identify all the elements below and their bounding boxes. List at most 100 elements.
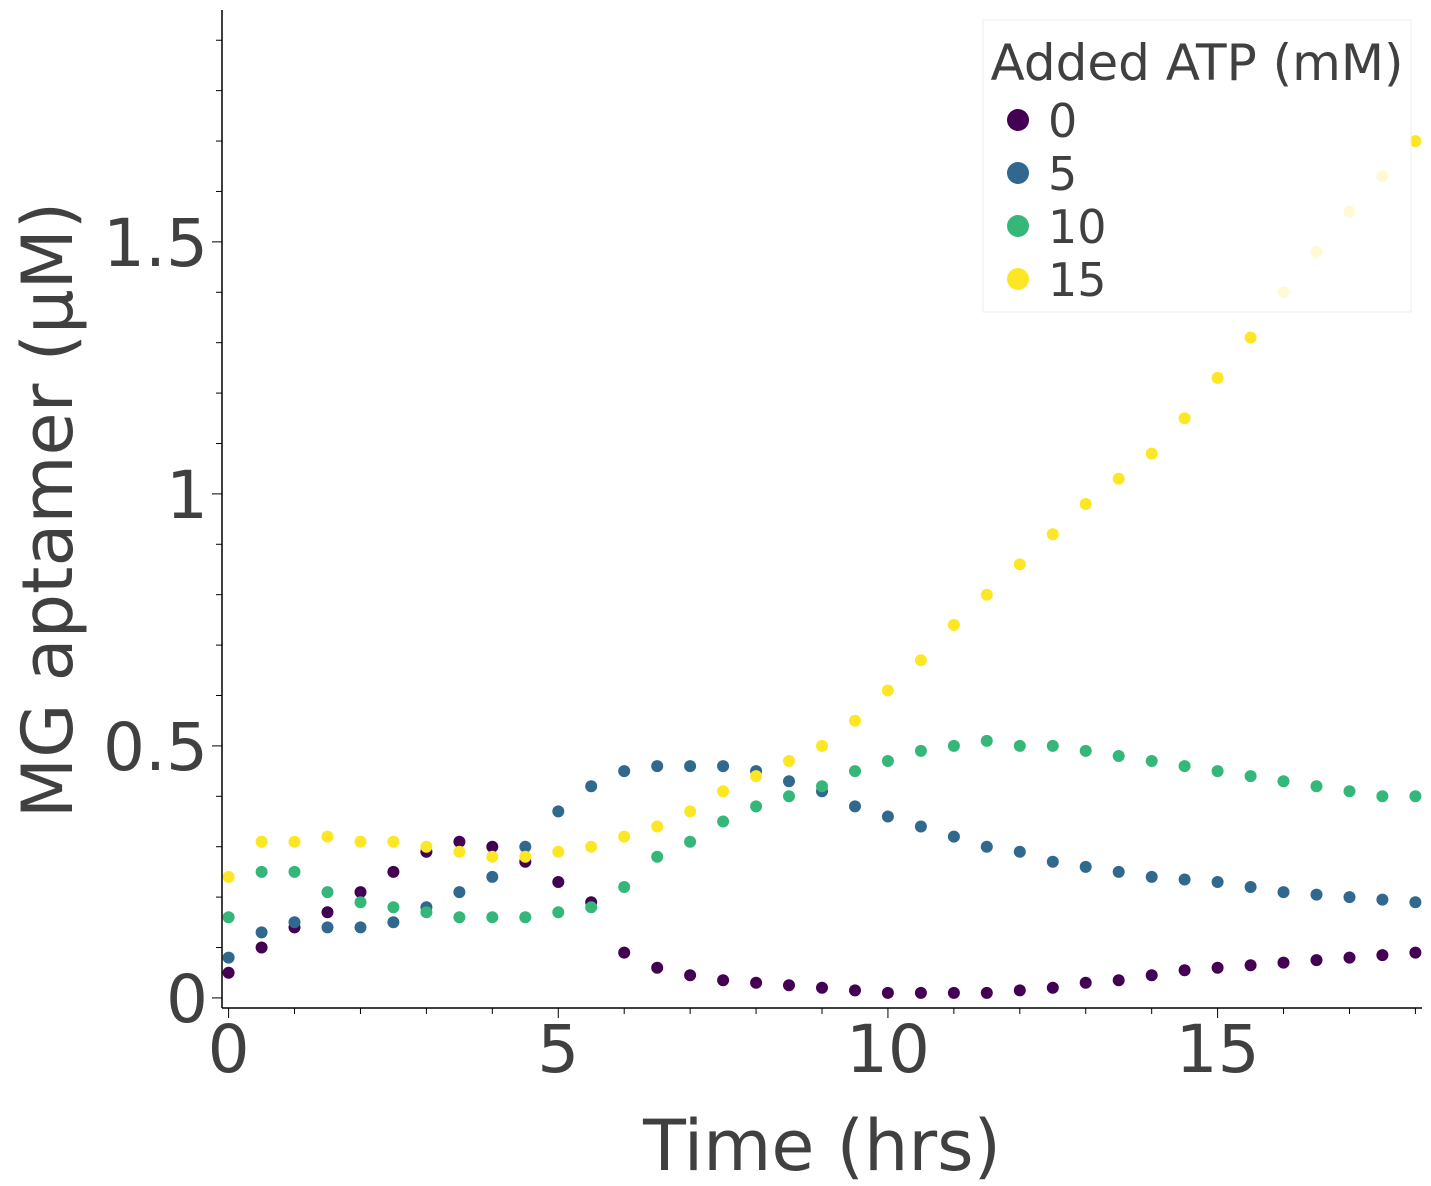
data-point [1178,760,1191,773]
data-point [321,886,334,899]
data-point [618,765,631,778]
data-point [1079,976,1092,989]
data-point [1343,785,1356,798]
x-tick-label: 5 [537,1011,579,1088]
data-point [585,840,598,853]
data-point [1409,135,1422,148]
data-point [1343,951,1356,964]
data-point [980,734,993,747]
data-point [453,911,466,924]
data-points [222,135,1422,999]
data-point [684,760,697,773]
data-point [1409,946,1422,959]
data-point [1046,739,1059,752]
data-point [816,981,828,994]
data-point [1112,750,1125,762]
data-point [222,951,235,964]
data-point [618,830,631,843]
legend-label: 0 [1048,94,1077,148]
data-point [519,911,532,924]
data-point [1145,447,1158,460]
data-point [387,835,400,848]
data-point [1178,412,1191,425]
data-point [651,850,664,863]
data-point [1079,860,1092,873]
data-point [486,840,499,853]
data-point [1343,891,1356,904]
data-point [1211,371,1224,384]
data-point [1145,755,1158,767]
data-point [552,876,565,888]
data-point [651,820,664,833]
data-point [980,840,993,853]
data-point [1244,331,1257,344]
data-point [1211,876,1224,888]
data-point [849,714,861,727]
data-point [1310,888,1323,901]
data-point [1376,893,1389,906]
data-point [1046,855,1059,868]
y-tick-label: 1 [166,457,208,534]
data-point [881,986,894,999]
data-point [914,654,927,667]
data-point [783,755,795,767]
data-point [717,760,730,773]
data-point [849,765,861,778]
data-point [1112,865,1125,878]
data-point [354,835,367,848]
data-point [1046,981,1059,994]
x-tick-label: 10 [846,1011,930,1088]
data-point [552,906,565,919]
data-point [1277,886,1290,899]
data-point [387,901,400,914]
y-tick-label: 0.5 [103,709,208,786]
data-point [387,865,400,878]
data-point [1244,881,1257,893]
data-point [321,906,334,919]
data-point [552,805,565,818]
data-point [1211,961,1224,974]
legend-marker [1007,215,1029,237]
data-point [1112,974,1125,987]
data-point [453,845,466,858]
data-point [1178,873,1191,886]
data-point [750,976,763,989]
data-point [717,974,730,987]
data-point [519,850,532,863]
data-point [255,941,268,954]
data-point [1112,472,1125,485]
data-point [947,986,960,999]
data-point [1277,775,1290,788]
data-point [354,896,367,909]
data-point [486,911,499,924]
data-point [1310,954,1323,967]
series-0 [222,835,1422,999]
series-5 [222,760,1422,964]
legend-entry: 0 [1007,94,1077,148]
data-point [288,835,301,848]
data-point [222,911,235,924]
data-point [816,780,828,793]
data-point [420,906,433,919]
data-point [783,775,795,788]
legend-marker [1007,162,1029,184]
data-point [453,886,466,899]
data-point [750,770,763,783]
data-point [519,840,532,853]
data-point [914,986,927,999]
x-axis-ticks: 0 5 10 15 [208,1008,1416,1088]
data-point [947,830,960,843]
data-point [750,800,763,813]
y-tick-label: 1.5 [103,205,208,282]
data-point [684,805,697,818]
data-point [453,835,466,848]
data-point [255,865,268,878]
data-point [783,790,795,803]
data-point [947,739,960,752]
data-point [255,835,268,848]
data-point [1079,744,1092,757]
data-point [684,835,697,848]
data-point [1409,896,1422,909]
data-point [1013,845,1026,858]
